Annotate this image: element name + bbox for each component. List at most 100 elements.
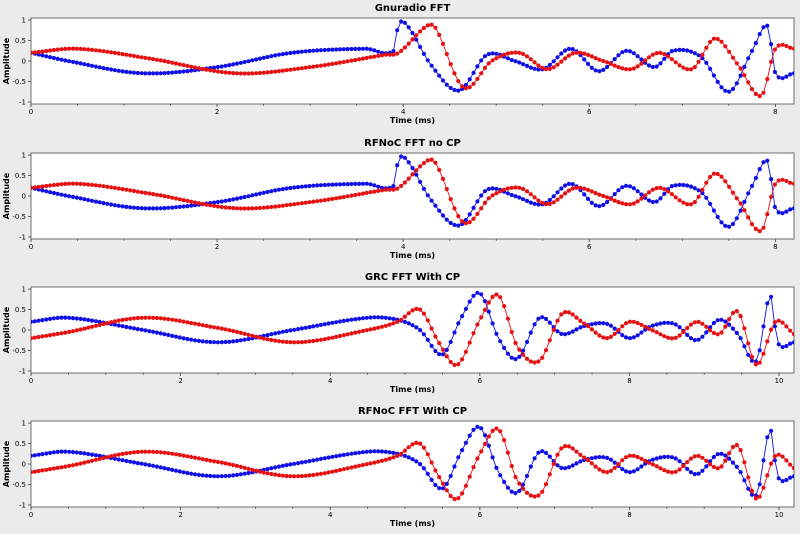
data-point <box>135 449 140 455</box>
data-point <box>440 347 446 352</box>
data-point <box>246 466 251 471</box>
data-point <box>692 454 697 459</box>
data-point <box>639 192 644 197</box>
data-point <box>40 49 45 54</box>
data-point <box>124 458 129 464</box>
data-point <box>440 486 446 491</box>
data-point <box>280 203 285 208</box>
data-point <box>528 464 533 469</box>
data-point <box>502 438 507 443</box>
data-point <box>742 208 747 213</box>
data-point <box>273 69 278 74</box>
data-point <box>482 65 488 70</box>
data-point <box>40 334 45 339</box>
data-point <box>524 473 530 479</box>
data-point <box>31 319 34 324</box>
data-point <box>326 197 331 202</box>
data-point <box>223 205 228 210</box>
data-point <box>36 334 41 340</box>
data-point <box>704 195 709 200</box>
data-point <box>574 50 579 55</box>
data-point <box>273 472 278 477</box>
data-point <box>70 463 76 468</box>
data-point <box>467 220 472 225</box>
data-point <box>414 37 419 42</box>
data-point <box>688 456 694 461</box>
data-point <box>364 46 369 51</box>
data-point <box>296 340 301 345</box>
x-tick-label: 2 <box>215 108 219 116</box>
data-point <box>162 466 167 471</box>
data-point <box>383 187 388 192</box>
series-group <box>31 19 794 99</box>
data-point <box>513 59 518 64</box>
data-point <box>421 445 426 450</box>
data-point <box>330 196 335 201</box>
data-point <box>315 64 320 69</box>
data-point <box>330 469 335 474</box>
data-point <box>223 339 228 345</box>
data-point <box>681 65 686 70</box>
data-point <box>776 452 781 457</box>
data-point <box>112 203 117 208</box>
data-point <box>368 449 373 454</box>
data-point <box>234 472 240 477</box>
data-point <box>368 461 373 466</box>
data-point <box>627 202 633 207</box>
data-point <box>513 357 518 362</box>
data-point <box>280 339 285 344</box>
data-point <box>292 50 297 55</box>
data-point <box>177 335 182 340</box>
data-point <box>566 331 572 336</box>
data-point <box>135 461 140 466</box>
data-point <box>494 56 499 61</box>
data-point <box>109 67 114 72</box>
data-point <box>421 466 426 471</box>
data-point <box>521 348 526 353</box>
data-point <box>44 48 49 54</box>
data-point <box>219 340 224 345</box>
data-point <box>414 168 419 173</box>
data-point <box>559 465 564 470</box>
data-point <box>524 189 530 194</box>
data-point <box>723 223 728 228</box>
data-point <box>223 63 228 68</box>
data-point <box>597 467 602 472</box>
data-point <box>170 317 175 322</box>
data-point <box>521 197 526 202</box>
data-point <box>128 459 133 464</box>
data-point <box>662 56 667 61</box>
data-point <box>734 308 739 314</box>
data-point <box>223 198 228 203</box>
data-point <box>288 340 293 345</box>
data-point <box>261 190 266 195</box>
data-point <box>296 474 301 479</box>
data-point <box>93 319 98 324</box>
x-tick-label: 2 <box>215 243 219 251</box>
plot-area <box>30 286 795 374</box>
data-point <box>769 59 774 64</box>
data-point <box>791 46 794 51</box>
data-point <box>376 53 381 59</box>
data-point <box>727 451 732 456</box>
data-point <box>55 47 60 52</box>
data-point <box>311 458 316 463</box>
data-point <box>437 486 442 491</box>
data-point <box>597 333 602 338</box>
data-point <box>532 494 537 499</box>
data-point <box>387 316 392 321</box>
data-point <box>86 325 91 330</box>
data-point <box>292 327 297 332</box>
data-point <box>315 323 320 328</box>
data-point <box>59 47 64 52</box>
data-point <box>189 68 194 73</box>
data-point <box>345 182 350 187</box>
data-point <box>223 461 228 466</box>
data-point <box>608 468 614 473</box>
data-point <box>227 339 232 344</box>
data-point <box>280 463 285 468</box>
data-point <box>89 324 95 329</box>
data-point <box>89 452 95 457</box>
